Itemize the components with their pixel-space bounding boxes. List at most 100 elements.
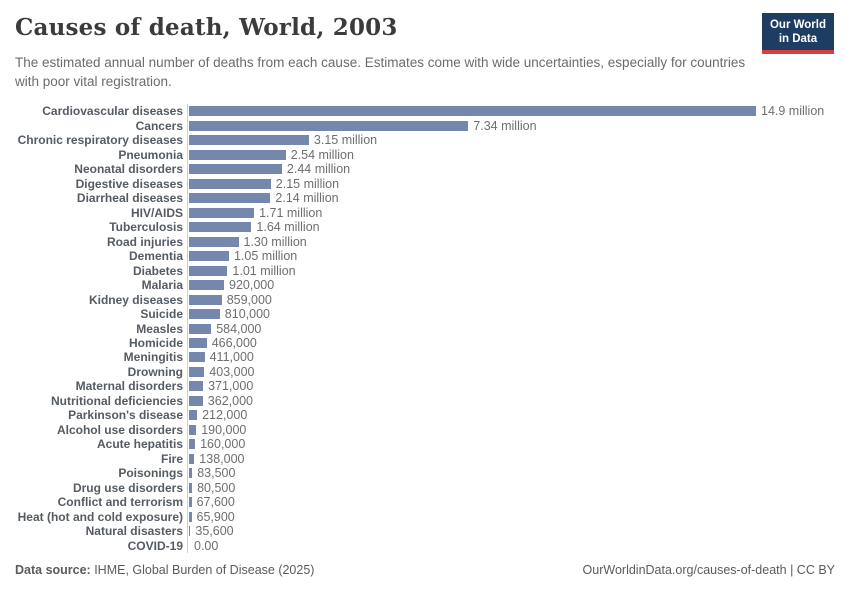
category-label: Diarrheal diseases: [76, 191, 183, 206]
chart-row: Poisonings 83,500: [0, 466, 850, 480]
bar[interactable]: [189, 381, 204, 392]
chart-row: COVID-19 0.00: [0, 539, 850, 553]
bar-track: 83,500: [183, 466, 850, 480]
bar[interactable]: [189, 193, 271, 204]
bar[interactable]: [189, 366, 205, 377]
bar-track: 67,600: [183, 495, 850, 509]
bar[interactable]: [189, 511, 192, 522]
bar-track: 371,000: [183, 379, 850, 393]
value-label: 371,000: [208, 379, 254, 394]
chart-row: Drug use disorders 80,500: [0, 481, 850, 495]
page-title: Causes of death, World, 2003: [15, 14, 398, 41]
category-label: Drug use disorders: [72, 480, 183, 495]
chart-row: Nutritional deficiencies 362,000: [0, 394, 850, 408]
bar[interactable]: [189, 106, 756, 117]
value-label: 138,000: [199, 451, 245, 466]
value-label: 411,000: [209, 350, 254, 365]
category-label: Digestive diseases: [75, 176, 183, 191]
category-label: Fire: [160, 451, 183, 466]
value-label: 584,000: [216, 321, 262, 336]
bar[interactable]: [189, 424, 197, 435]
bar[interactable]: [189, 251, 229, 262]
chart-row: Parkinson's disease 212,000: [0, 408, 850, 422]
value-label: 3.15 million: [313, 133, 378, 148]
chart-row: Tuberculosis 1.64 million: [0, 220, 850, 234]
owid-logo-line1: Our World: [769, 19, 826, 31]
bar[interactable]: [189, 309, 220, 320]
bar-track: 411,000: [183, 350, 850, 364]
bar[interactable]: [189, 337, 207, 348]
bar[interactable]: [189, 497, 192, 508]
chart-row: Pneumonia 2.54 million: [0, 147, 850, 162]
owid-logo-line2: in Data: [778, 33, 818, 46]
bar-track: 2.15 million: [183, 177, 850, 191]
bar-track: 80,500: [183, 481, 850, 495]
value-label: 212,000: [202, 408, 248, 423]
bar-track: 2.14 million: [183, 191, 850, 205]
bar[interactable]: [189, 120, 469, 131]
bar-track: 35,600: [183, 524, 850, 538]
bar-track: 2.54 million: [183, 148, 850, 162]
bar[interactable]: [189, 395, 203, 406]
chart-row: Cancers 7.34 million: [0, 118, 850, 133]
bar[interactable]: [189, 526, 191, 537]
category-label: Acute hepatitis: [96, 437, 183, 452]
bar-track: 920,000: [183, 278, 850, 292]
chart-row: Chronic respiratory diseases 3.15 million: [0, 133, 850, 147]
bar[interactable]: [189, 149, 286, 160]
bar[interactable]: [189, 222, 252, 233]
category-label: Homicide: [128, 335, 183, 350]
footer: Data source: IHME, Global Burden of Dise…: [15, 563, 835, 577]
value-label: 2.14 million: [275, 191, 339, 206]
chart-subtitle: The estimated annual number of deaths fr…: [15, 55, 746, 90]
bar[interactable]: [189, 294, 222, 305]
bar[interactable]: [189, 410, 198, 421]
bar[interactable]: [189, 265, 228, 276]
category-label: Chronic respiratory diseases: [17, 133, 183, 148]
category-label: Measles: [136, 321, 183, 336]
category-label: Natural disasters: [85, 524, 183, 539]
chart-row: Natural disasters 35,600: [0, 524, 850, 538]
category-label: Malaria: [141, 278, 183, 293]
bar-track: 190,000: [183, 423, 850, 437]
bar-track: 466,000: [183, 336, 850, 350]
value-label: 1.01 million: [232, 263, 296, 278]
value-label: 810,000: [224, 307, 270, 322]
chart-row: Homicide 466,000: [0, 336, 850, 350]
value-label: 1.64 million: [256, 220, 320, 235]
chart-row: Conflict and terrorism 67,600: [0, 495, 850, 509]
bar-track: 859,000: [183, 293, 850, 307]
bar[interactable]: [189, 178, 271, 189]
category-label: Maternal disorders: [75, 379, 183, 394]
bar[interactable]: [189, 323, 212, 334]
bar-track: 1.05 million: [183, 249, 850, 263]
category-label: Nutritional deficiencies: [50, 393, 183, 408]
bar-track: 7.34 million: [183, 119, 850, 133]
bar-track: 3.15 million: [183, 133, 850, 147]
bar[interactable]: [189, 236, 239, 247]
bar-track: 810,000: [183, 307, 850, 321]
category-label: COVID-19: [127, 538, 183, 553]
bar[interactable]: [189, 207, 255, 218]
bar[interactable]: [189, 164, 282, 175]
footer-link[interactable]: OurWorldinData.org/causes-of-death: [582, 563, 787, 577]
bar[interactable]: [189, 482, 193, 493]
chart-row: Malaria 920,000: [0, 278, 850, 292]
bar[interactable]: [189, 135, 309, 146]
bar-track: 138,000: [183, 452, 850, 466]
chart-row: HIV/AIDS 1.71 million: [0, 205, 850, 220]
bar[interactable]: [189, 280, 224, 291]
bar[interactable]: [189, 439, 196, 450]
category-label: Parkinson's disease: [68, 408, 183, 423]
data-source: Data source: IHME, Global Burden of Dise…: [15, 563, 314, 577]
bar[interactable]: [189, 453, 195, 464]
category-label: Alcohol use disorders: [56, 422, 183, 437]
category-label: HIV/AIDS: [130, 205, 183, 220]
value-label: 35,600: [195, 524, 234, 539]
category-label: Diabetes: [132, 263, 183, 278]
value-label: 65,900: [196, 509, 235, 524]
bar[interactable]: [189, 352, 205, 363]
chart-row: Kidney diseases 859,000: [0, 292, 850, 307]
bar-track: 1.64 million: [183, 220, 850, 234]
bar[interactable]: [189, 468, 193, 479]
